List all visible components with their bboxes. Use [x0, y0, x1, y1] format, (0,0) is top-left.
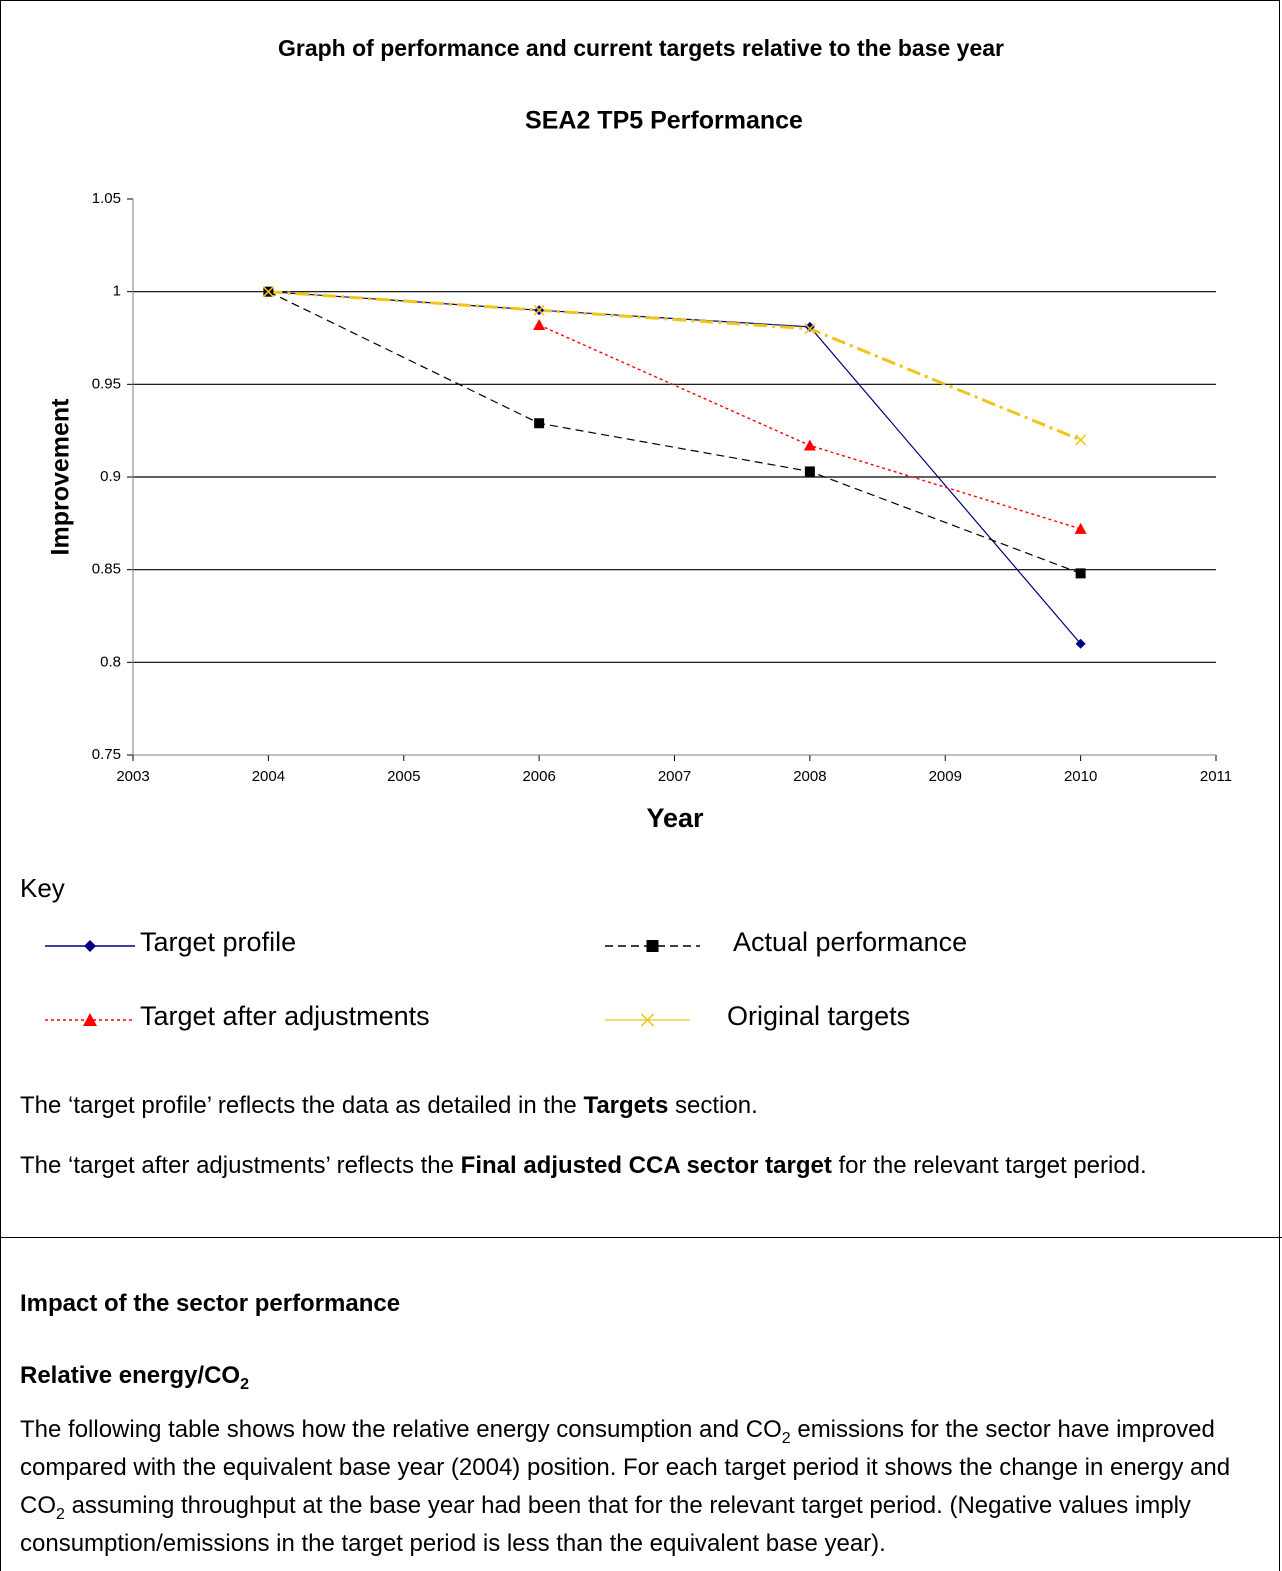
chart: Graph of performance and current targets… [20, 35, 1232, 1031]
marker [1075, 638, 1086, 649]
marker [803, 439, 816, 451]
legend-title: Key [20, 873, 65, 903]
legend-label: Target profile [140, 927, 296, 957]
x-axis-label: Year [646, 803, 704, 833]
y-axis-label: Improvement [47, 398, 75, 556]
y-tick-label: 0.75 [92, 746, 121, 763]
y-tick-label: 0.9 [100, 468, 121, 485]
y-tick-label: 0.8 [100, 653, 121, 670]
x-tick-label: 2008 [793, 768, 826, 785]
marker [646, 940, 659, 952]
bold-text: Final adjusted CCA sector target [460, 1152, 832, 1179]
marker [1075, 434, 1087, 446]
marker [533, 319, 546, 331]
section-heading: Impact of the sector performance [20, 1290, 401, 1317]
series-line [268, 291, 1082, 645]
chart-title: SEA2 TP5 Performance [525, 107, 803, 135]
x-tick-label: 2006 [522, 768, 555, 785]
marker [1074, 522, 1087, 534]
marker [804, 321, 815, 332]
legend-label: Target after adjustments [140, 1001, 430, 1031]
y-tick-label: 1.05 [92, 190, 121, 207]
y-tick-label: 0.85 [92, 561, 121, 578]
marker [534, 418, 545, 429]
x-tick-label: 2010 [1064, 768, 1097, 785]
divider [0, 1237, 1282, 1238]
subscript: 2 [56, 1505, 65, 1523]
series-line [268, 290, 1082, 442]
text: The following table shows how the relati… [20, 1416, 782, 1443]
marker [262, 286, 274, 298]
y-tick-label: 0.95 [92, 375, 121, 392]
note: The ‘target after adjustments’ reflects … [20, 1145, 1265, 1186]
text: for the relevant target period. [831, 1152, 1147, 1179]
legend-label: Original targets [727, 1001, 910, 1031]
marker [640, 1013, 655, 1027]
x-tick-label: 2005 [387, 768, 420, 785]
marker [804, 466, 815, 477]
x-tick-label: 2004 [252, 768, 285, 785]
marker [83, 1013, 97, 1026]
series-line [268, 291, 1081, 574]
legend-label: Actual performance [733, 927, 967, 957]
marker [533, 304, 545, 316]
paragraph: The following table shows how the relati… [20, 1411, 1265, 1563]
marker [804, 323, 816, 335]
marker [1075, 568, 1086, 579]
x-tick-label: 2003 [116, 768, 149, 785]
x-tick-label: 2007 [658, 768, 691, 785]
marker [84, 940, 96, 952]
chart-heading: Graph of performance and current targets… [278, 35, 1004, 61]
text: The ‘target after adjustments’ reflects … [20, 1152, 461, 1179]
text: section. [668, 1092, 758, 1119]
text: emissions for the sector have improved c… [20, 1416, 1231, 1519]
text: The ‘target profile’ reflects the data a… [20, 1092, 584, 1119]
bold-text: Targets [583, 1092, 669, 1119]
x-tick-label: 2011 [1200, 768, 1232, 785]
subscript: 2 [781, 1429, 791, 1447]
section-subheading: Relative energy/CO2 [20, 1355, 1265, 1396]
text: assuming throughput at the base year had… [20, 1492, 1191, 1557]
y-tick-label: 1 [113, 283, 121, 300]
subscript: 2 [240, 1375, 249, 1393]
text: Relative energy/CO [20, 1362, 241, 1389]
x-tick-label: 2009 [929, 768, 962, 785]
note: The ‘target profile’ reflects the data a… [20, 1085, 1265, 1126]
series-line [538, 324, 1081, 530]
